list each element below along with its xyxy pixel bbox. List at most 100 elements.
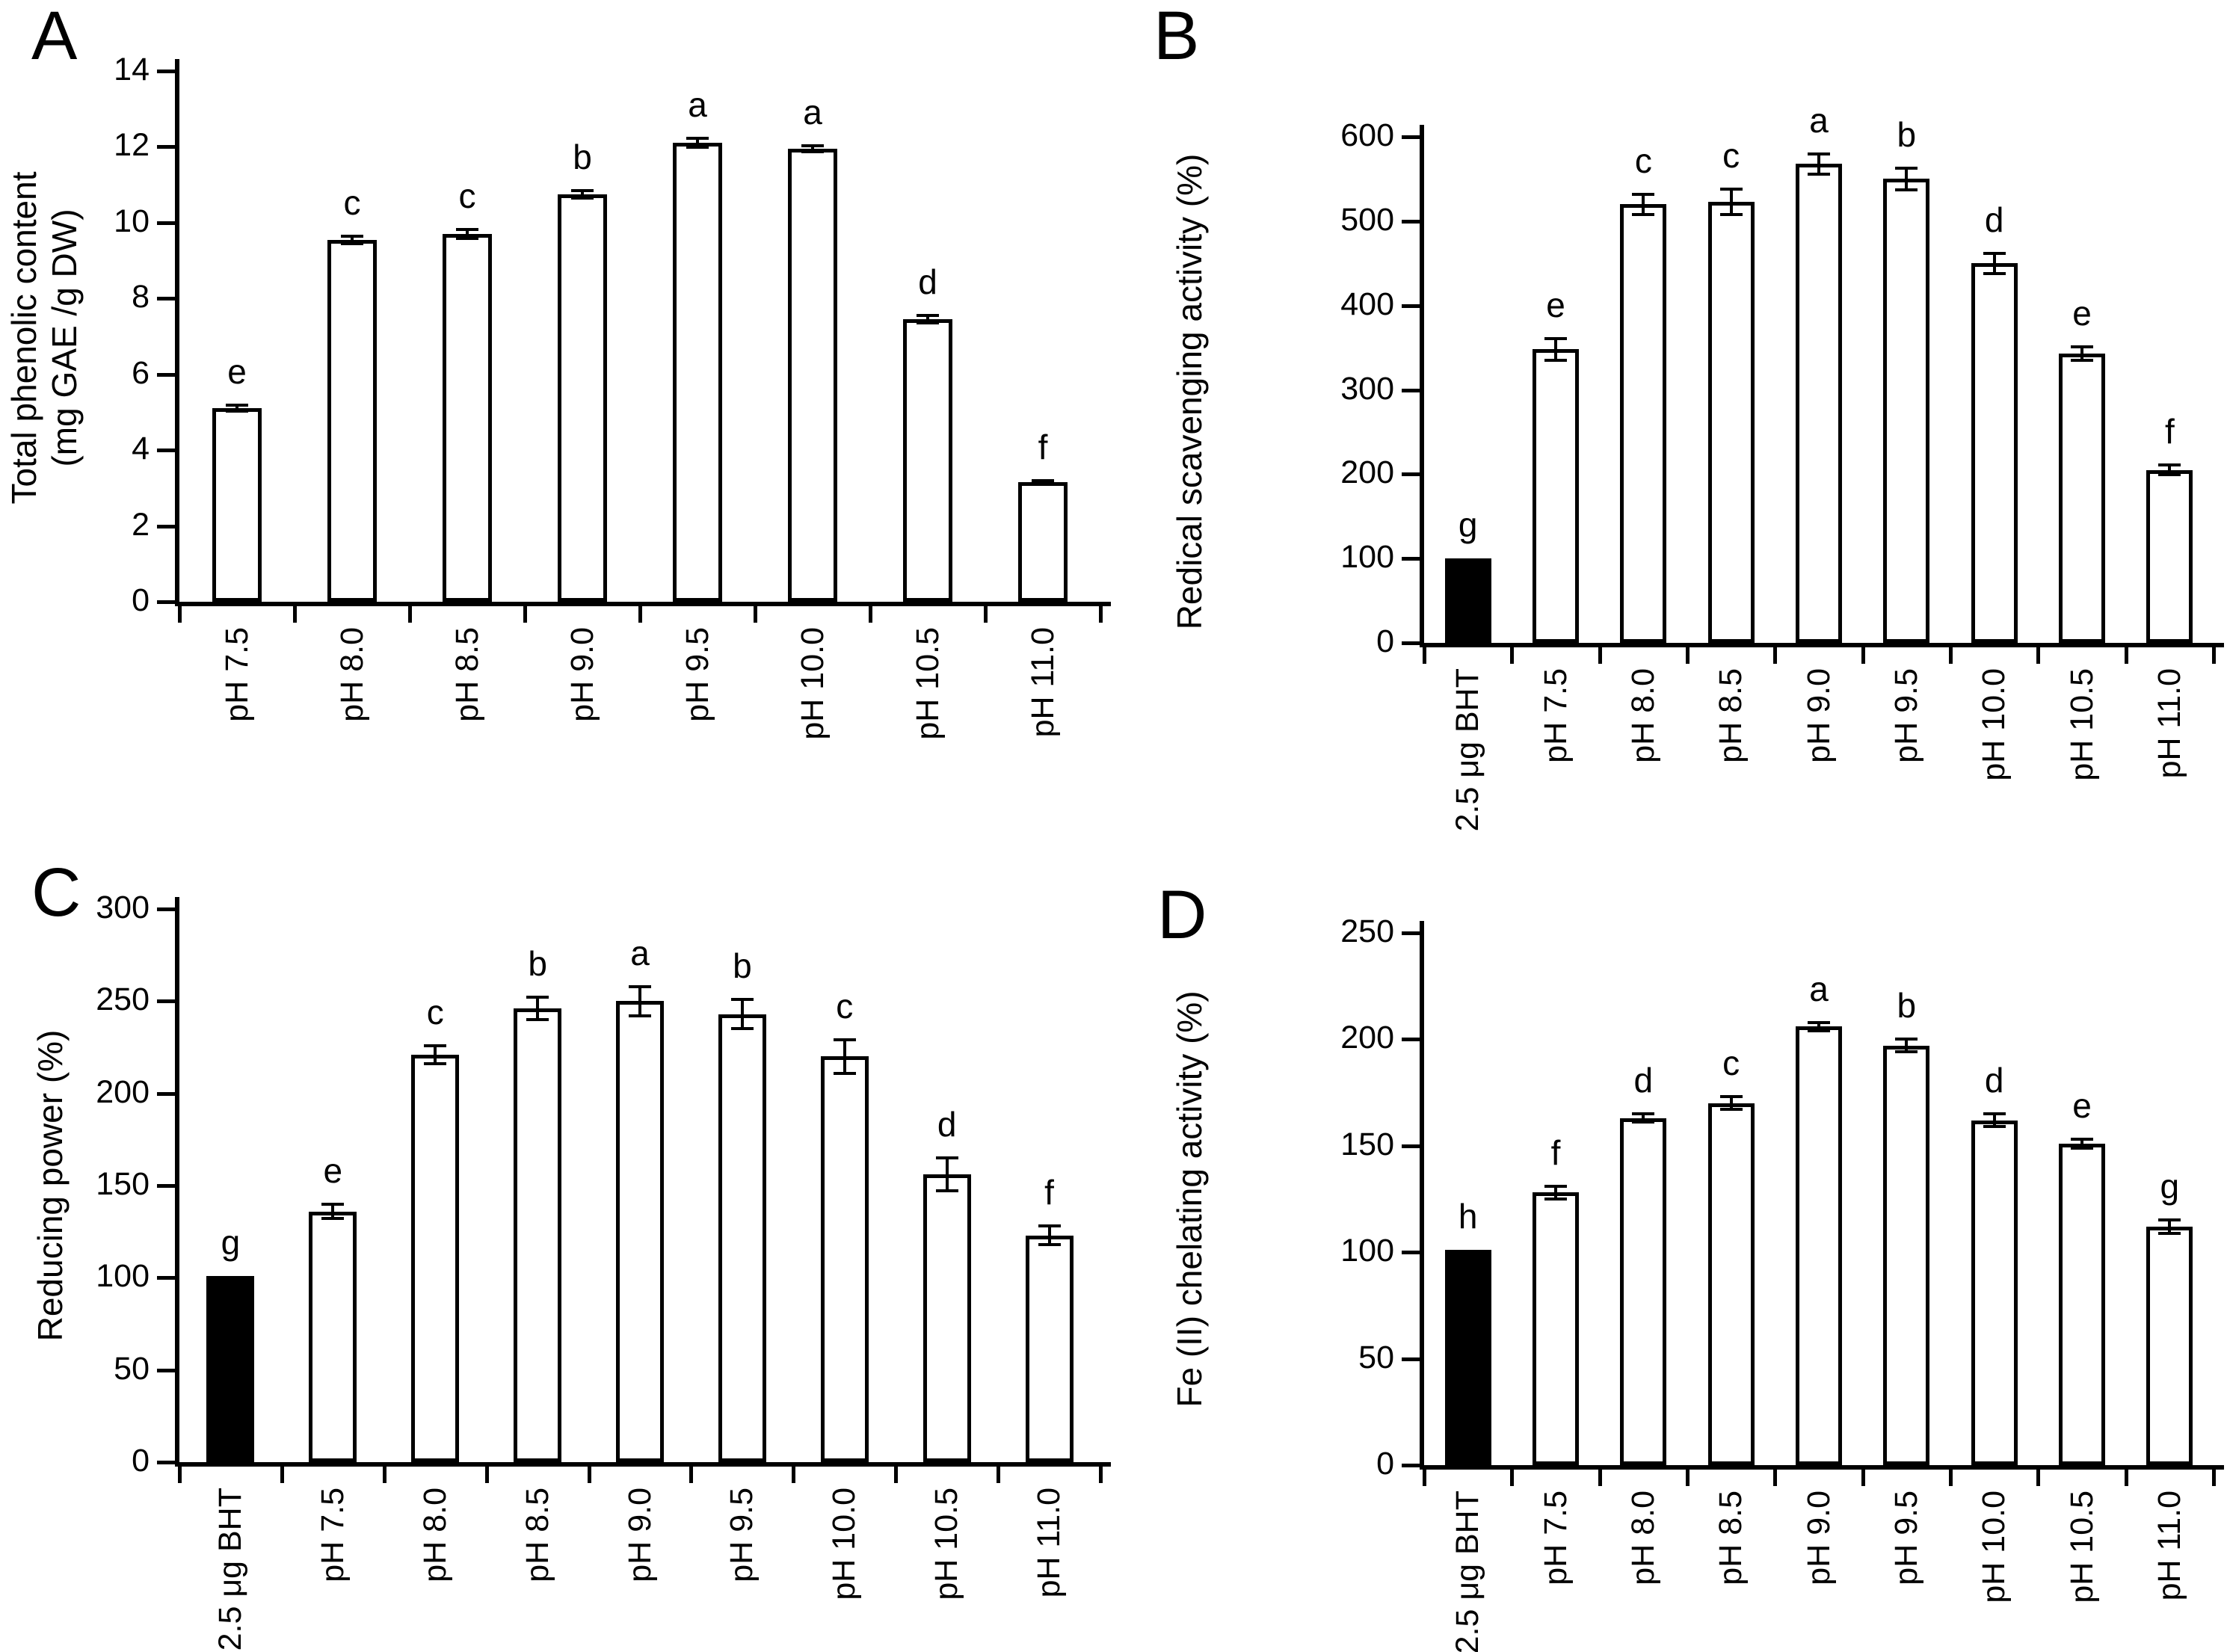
x-category-label: pH 10.5 [2063,1491,2100,1603]
error-bar-cap-bottom [833,1071,856,1075]
significance-letter: a [1809,100,1829,140]
error-bar-line [1729,188,1733,215]
error-bar-line [2080,1139,2083,1148]
error-bar-line [843,1040,846,1073]
error-bar-cap-bottom [1895,1050,1918,1054]
bar [903,319,952,602]
x-category-label: pH 8.0 [1624,1491,1661,1585]
bar [212,408,262,602]
error-bar-cap-top [2071,1138,2093,1141]
error-bar-cap-top [1983,1112,2006,1116]
x-category-label: pH 10.5 [928,1488,965,1600]
y-tick-mark [1402,1464,1420,1467]
error-bar-line [1554,338,1557,360]
error-bar-cap-bottom [801,150,824,154]
error-bar-cap-bottom [1032,482,1054,486]
error-bar-cap-bottom [917,321,939,325]
x-tick-mark [1423,1470,1426,1486]
y-tick-label: 150 [96,1166,150,1202]
error-bar-cap-bottom [1808,1029,1830,1032]
x-axis [175,602,1111,606]
x-tick-mark [1510,1470,1515,1486]
y-tick-mark [1402,472,1420,477]
y-tick-label: 0 [132,582,150,618]
bar [1533,349,1579,643]
y-tick-label: 10 [114,203,150,239]
error-bar-line [696,138,699,148]
x-tick-mark [1949,647,1953,664]
bar [514,1008,562,1462]
error-bar-cap-top [1808,152,1830,155]
panel-letter-b: B [1153,0,1200,74]
x-tick-mark [984,606,988,623]
x-tick-mark [997,1467,1001,1483]
x-category-label: pH 9.0 [1800,1491,1837,1585]
bar [2059,353,2105,643]
y-tick-mark [1402,641,1420,645]
significance-letter: c [1634,141,1652,180]
y-axis [1420,921,1424,1470]
error-bar-line [1554,1186,1557,1199]
error-bar-cap-top [571,188,594,192]
x-category-label: pH 10.0 [1976,668,2012,781]
error-bar-cap-bottom [321,1217,345,1221]
x-tick-mark [2124,647,2128,664]
x-tick-mark [1423,647,1426,664]
x-category-label-wrap: pH 10.0 [1965,1491,2024,1652]
y-axis-label: Fe (II) chelating activity (%) [1169,863,1211,1535]
significance-letter: g [2160,1167,2180,1206]
error-bar-line [1642,194,1645,215]
error-bar-cap-top [424,1044,447,1047]
y-tick-mark [157,1091,175,1096]
x-tick-mark [1949,1470,1953,1486]
y-tick-label: 2 [132,506,150,543]
significance-letter: e [227,352,247,392]
y-tick-mark [1402,303,1420,308]
y-tick-label: 200 [1340,454,1394,491]
x-category-label-wrap: pH 7.5 [1526,1491,1586,1652]
x-category-label-wrap: pH 10.0 [815,1488,875,1652]
x-category-label-wrap: pH 8.0 [322,627,382,866]
x-category-label-wrap: pH 11.0 [1013,627,1073,866]
x-tick-mark [792,1467,796,1483]
bar [922,1174,971,1462]
x-tick-mark [2212,1470,2216,1486]
bar [1025,1235,1074,1462]
error-bar-cap-top [629,984,651,988]
error-bar-cap-top [2071,345,2093,348]
bar [1533,1192,1579,1465]
bar [2059,1143,2105,1465]
error-bar-line [434,1045,437,1064]
error-bar-line [740,999,744,1029]
y-tick-mark [157,524,175,528]
error-bar-cap-top [526,996,549,999]
significance-letter: h [1458,1197,1478,1236]
error-bar-cap-bottom [1632,212,1655,216]
error-bar-cap-top [1719,187,1743,191]
x-category-label-wrap: pH 9.5 [1876,668,1936,907]
x-category-label-wrap: pH 11.0 [1020,1488,1079,1652]
x-tick-mark [484,1467,489,1483]
significance-letter: f [1038,427,1048,466]
x-tick-mark [638,606,642,623]
error-bar-cap-bottom [1632,1121,1655,1124]
x-axis [1420,643,2224,647]
error-bar-cap-bottom [1983,271,2006,275]
x-tick-mark [408,606,412,623]
error-bar-line [1047,1226,1051,1245]
error-bar-cap-bottom [1983,1125,2006,1129]
y-axis-label: Total phenolic content (mg GAE /g DW) [4,1,86,674]
y-axis [1420,125,1424,647]
y-tick-mark [157,372,175,377]
error-bar-line [581,190,584,198]
y-tick-label: 500 [1340,201,1394,238]
y-tick-mark [1402,1357,1420,1361]
significance-letter: d [918,262,937,302]
error-bar-cap-top [1719,1095,1743,1099]
error-bar-line [1992,253,1996,274]
significance-letter: c [1722,1044,1740,1083]
error-bar-cap-bottom [526,1018,549,1021]
x-category-label-wrap: pH 8.5 [1701,1491,1761,1652]
x-category-label-wrap: pH 9.5 [712,1488,772,1652]
x-category-label-wrap: pH 8.0 [1613,668,1673,907]
